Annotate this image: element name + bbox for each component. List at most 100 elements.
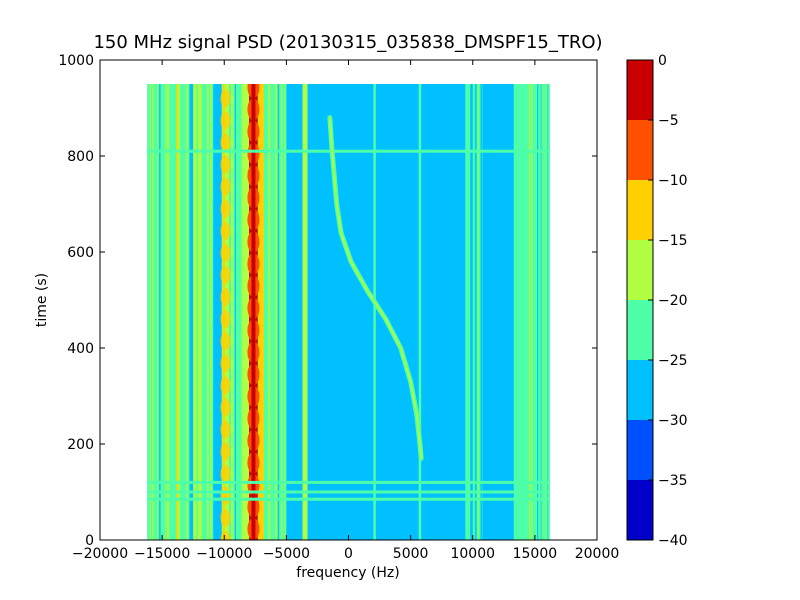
y-tick-label: 400	[67, 341, 94, 357]
band-texture	[208, 84, 211, 540]
band-texture	[149, 84, 152, 540]
colorbar-level	[627, 180, 653, 240]
band-texture	[531, 84, 533, 540]
band-texture	[480, 84, 483, 540]
colorbar-tick-label: −15	[658, 233, 688, 249]
colorbar-level	[627, 480, 653, 540]
horizontal-band	[147, 497, 550, 501]
x-tick-label: 0	[344, 546, 353, 562]
band-texture	[157, 84, 159, 540]
band-texture	[540, 84, 542, 540]
vertical-band	[418, 84, 422, 540]
vertical-band	[242, 84, 250, 540]
colorbar-level	[627, 240, 653, 300]
horizontal-band	[147, 490, 550, 494]
band-texture	[479, 84, 481, 540]
x-axis-ticks: −20000 −15000 −10000 −5000 0 5000 10000 15000 20…	[72, 60, 619, 562]
colorbar-tick-label: −35	[658, 473, 688, 489]
colorbar-level	[627, 360, 653, 420]
band-texture	[213, 84, 215, 540]
horizontal-band	[147, 480, 550, 484]
colorbar-tick-label: −20	[658, 293, 688, 309]
band-texture	[284, 84, 286, 540]
band-texture	[185, 84, 189, 540]
band-texture	[528, 84, 531, 540]
band-texture	[196, 84, 198, 540]
band-texture	[264, 84, 267, 540]
y-tick-label: 200	[67, 437, 94, 453]
sideband-lobe	[220, 420, 231, 439]
sideband-lobe	[220, 177, 231, 196]
band-texture	[198, 84, 202, 540]
plot-area	[99, 59, 598, 541]
vertical-band	[302, 84, 308, 540]
colorbar-tick-label: −30	[658, 413, 688, 429]
band-texture	[161, 84, 164, 540]
band-texture	[178, 84, 181, 540]
band-texture	[474, 84, 477, 540]
sideband-lobe	[220, 486, 231, 505]
sideband-lobe	[220, 199, 231, 218]
band-texture	[522, 84, 524, 540]
band-texture	[281, 84, 283, 540]
band-texture	[268, 84, 271, 540]
carrier-core	[251, 84, 256, 540]
psd-heatmap	[147, 84, 550, 540]
band-texture	[274, 84, 277, 540]
y-tick-label: 600	[67, 245, 94, 261]
colorbar-tick-label: −10	[658, 173, 688, 189]
sideband-lobe	[220, 111, 231, 130]
sideband-lobe	[220, 266, 231, 285]
sideband-lobe	[220, 133, 231, 152]
band-texture	[537, 84, 539, 540]
colorbar-level	[627, 300, 653, 360]
band-texture	[209, 84, 212, 540]
sideband-lobe	[220, 464, 231, 483]
sideband-lobe	[220, 442, 231, 461]
band-texture	[152, 84, 155, 540]
y-axis-label: time (s)	[34, 273, 50, 327]
band-texture	[277, 84, 280, 540]
band-texture	[159, 84, 163, 540]
sideband-lobe	[220, 376, 231, 395]
y-axis-ticks: 0 200 400 600 800 1000	[58, 53, 597, 549]
band-texture	[241, 84, 244, 540]
band-texture	[477, 84, 479, 540]
sideband-lobe	[220, 288, 231, 307]
band-texture	[533, 84, 536, 540]
sideband-lobe	[220, 332, 231, 351]
x-tick-label: −15000	[134, 546, 190, 562]
sideband-lobe	[220, 221, 231, 240]
x-tick-label: 15000	[513, 546, 558, 562]
sideband-lobe	[220, 310, 231, 329]
band-texture	[153, 84, 156, 540]
sideband-lobe	[220, 398, 231, 417]
horizontal-band	[147, 149, 550, 153]
x-axis-label: frequency (Hz)	[296, 565, 399, 581]
band-texture	[284, 84, 286, 540]
colorbar: 0 −5 −10 −15 −20 −25 −30 −35 −40	[626, 53, 688, 549]
y-tick-label: 0	[85, 533, 94, 549]
chart-title: 150 MHz signal PSD (20130315_035838_DMSP…	[93, 32, 602, 53]
band-texture	[158, 84, 161, 540]
band-texture	[545, 84, 548, 540]
band-texture	[549, 84, 550, 540]
colorbar-tick-label: −25	[658, 353, 688, 369]
x-tick-label: 20000	[575, 546, 620, 562]
y-tick-label: 1000	[58, 53, 94, 69]
colorbar-level	[627, 420, 653, 480]
band-texture	[165, 84, 167, 540]
band-texture	[231, 84, 234, 540]
colorbar-level	[627, 120, 653, 180]
colorbar-tick-label: −5	[658, 113, 679, 129]
y-tick-label: 800	[67, 149, 94, 165]
band-texture	[206, 84, 209, 540]
band-texture	[166, 84, 170, 540]
x-tick-label: 5000	[393, 546, 429, 562]
sideband-lobe	[220, 243, 231, 262]
colorbar-level	[627, 60, 653, 120]
band-texture	[234, 84, 237, 540]
sideband-lobe	[220, 354, 231, 373]
vertical-band	[373, 84, 376, 540]
